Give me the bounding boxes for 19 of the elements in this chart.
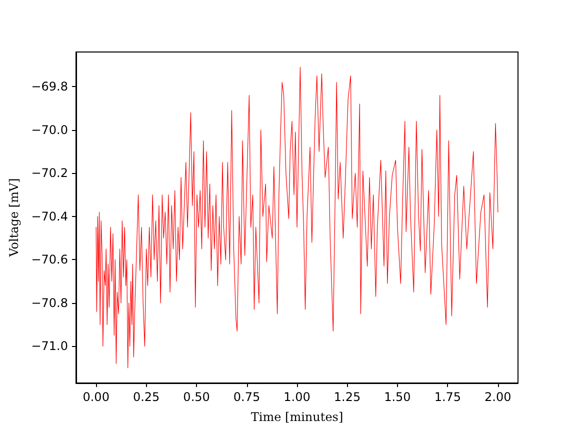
y-tick-label: −70.4 xyxy=(31,209,68,224)
y-axis-title: Voltage [mV] xyxy=(7,178,21,258)
y-tick-label: −69.8 xyxy=(31,80,68,94)
x-tick-label: 0.25 xyxy=(132,390,160,404)
x-tick-label: 2.00 xyxy=(484,390,512,404)
x-tick-label: 0.50 xyxy=(183,390,210,404)
x-tick-label: 1.00 xyxy=(284,390,310,404)
x-axis-title: Time [minutes] xyxy=(250,410,344,424)
x-tick-label: 0.75 xyxy=(233,390,260,404)
x-tick-label: 1.75 xyxy=(434,390,462,404)
x-tick-label: 1.25 xyxy=(334,390,361,404)
y-tick-label: −71.0 xyxy=(31,339,68,354)
x-tick-label: 1.50 xyxy=(384,390,411,404)
x-tick-label: 0.00 xyxy=(82,390,110,404)
y-tick-label: −70.2 xyxy=(31,166,68,180)
y-tick-label: −70.8 xyxy=(31,296,68,310)
line-series xyxy=(96,66,498,368)
y-tick-label: −70.0 xyxy=(31,122,68,137)
y-tick-label: −70.6 xyxy=(31,252,68,267)
